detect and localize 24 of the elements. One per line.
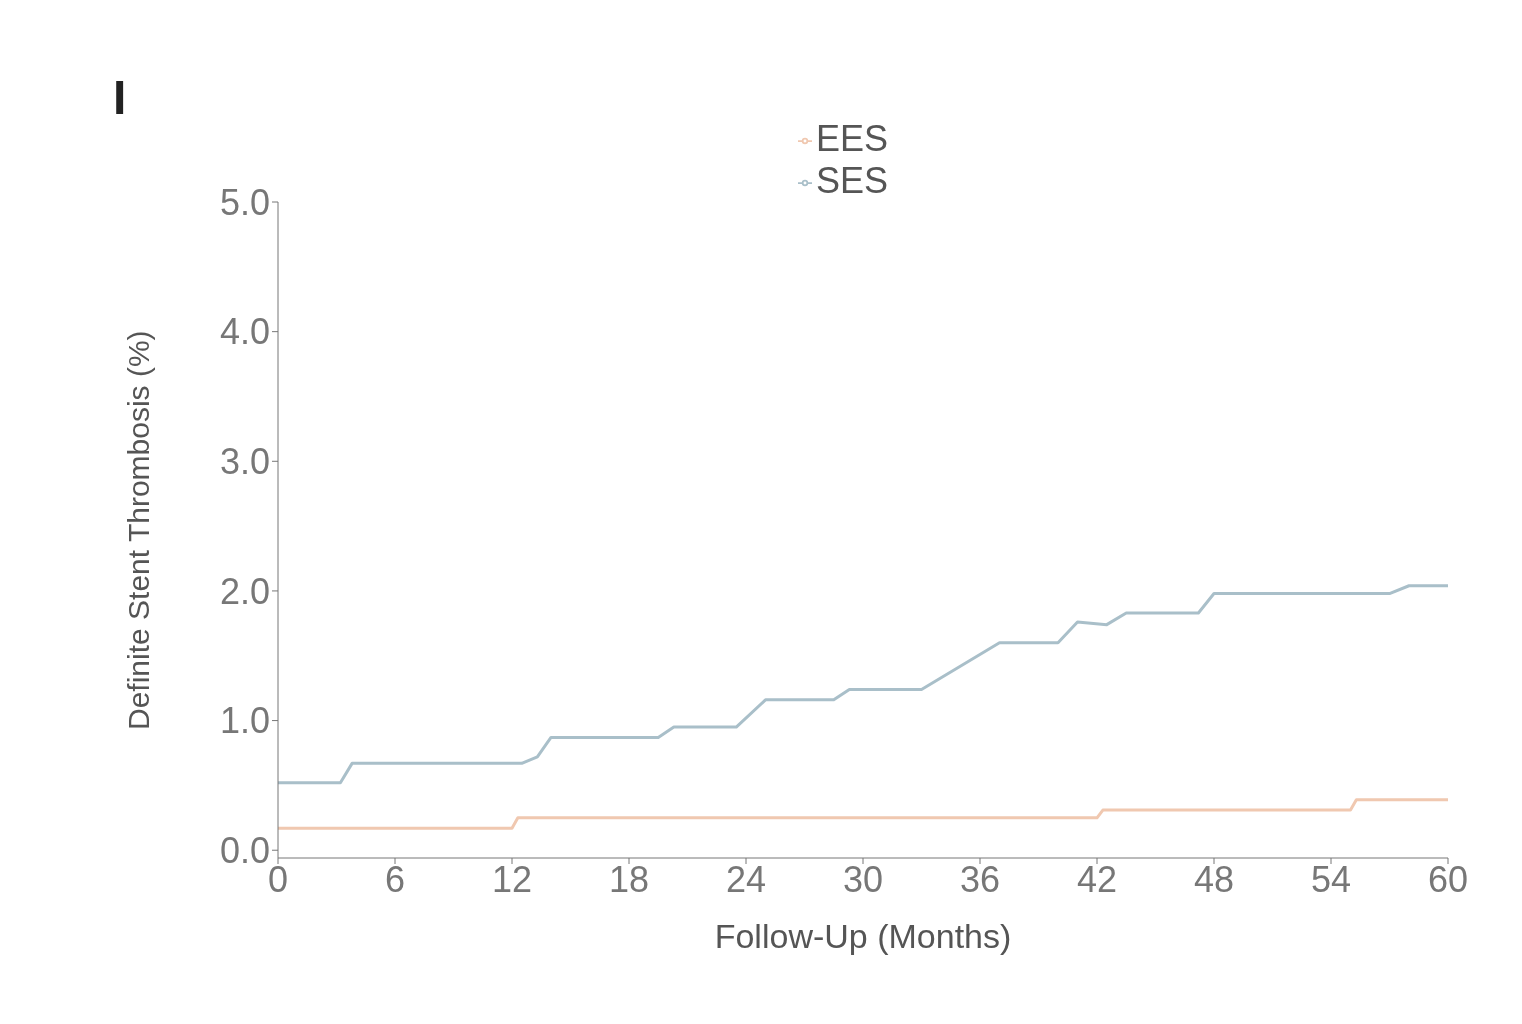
x-tick-label: 0 <box>267 858 289 900</box>
legend-label: EES <box>816 118 889 159</box>
legend-label: SES <box>816 160 889 201</box>
line-series <box>278 584 1448 785</box>
y-tick-label: 5.0 <box>219 181 270 223</box>
x-tick-label: 30 <box>842 858 884 900</box>
line-series <box>278 798 1448 830</box>
x-tick-label: 42 <box>1076 858 1118 900</box>
y-tick-label: 3.0 <box>219 441 270 483</box>
y-tick-label: 0.0 <box>219 830 270 871</box>
x-tick-label: 54 <box>1310 858 1352 900</box>
y-axis-title: Definite Stent Thrombosis (%) <box>121 330 155 730</box>
y-tick-label: 4.0 <box>219 311 270 353</box>
x-tick-label: 6 <box>384 858 406 900</box>
y-tick-label: 2.0 <box>219 570 270 612</box>
x-tick-label: 12 <box>491 858 533 900</box>
x-axis-title: Follow-Up (Months) <box>714 917 1012 955</box>
x-tick-label: 48 <box>1193 858 1235 900</box>
text: I <box>113 70 127 125</box>
x-tick-label: 24 <box>725 858 767 900</box>
x-tick-label: 60 <box>1427 858 1469 900</box>
x-tick-label: 18 <box>608 858 650 900</box>
x-tick-label: 36 <box>959 858 1001 900</box>
y-tick-label: 1.0 <box>219 700 270 742</box>
